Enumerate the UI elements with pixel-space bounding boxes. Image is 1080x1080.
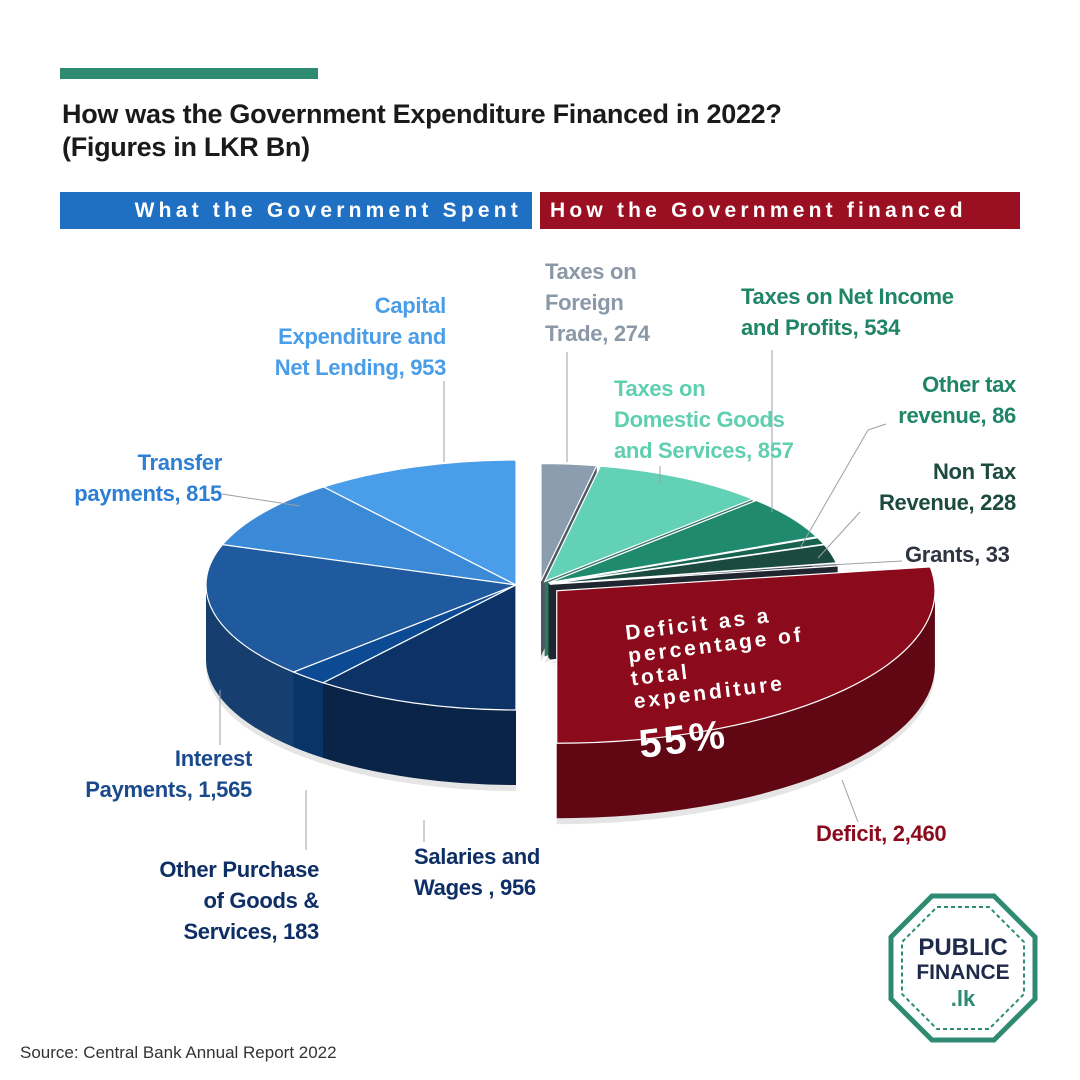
publicfinance-logo: PUBLIC FINANCE .lk (888, 893, 1038, 1043)
slice-interest-payments (205, 544, 519, 673)
side-other-purchase-of-goods-services (293, 672, 324, 758)
leader-non-tax (817, 511, 861, 559)
leader-deficit (841, 779, 859, 823)
page-title: How was the Government Expenditure Finan… (62, 98, 782, 164)
label-foreign-trade: Taxes on Foreign Trade, 274 (545, 259, 650, 346)
slice-transfer-payments (221, 486, 517, 586)
accent-bar (60, 68, 318, 79)
side-deficit (556, 590, 935, 819)
label-interest-payments: Interest Payments, 1,565 (85, 746, 252, 802)
leader-other-tax (799, 423, 887, 549)
leader-transfer (221, 493, 301, 507)
logo-octagon (888, 893, 1038, 1043)
leader-lines (219, 350, 903, 850)
label-other-purchase: Other Purchase of Goods & Services, 183 (159, 857, 319, 944)
slice-taxes-on-domestic-goods-and-services (543, 465, 755, 583)
label-non-tax: Non Tax Revenue, 228 (878, 459, 1016, 515)
slice-deficit (556, 566, 936, 744)
label-other-tax: Other tax revenue, 86 (898, 372, 1016, 428)
label-net-income: Taxes on Net Income and Profits, 534 (741, 284, 954, 340)
label-deficit: Deficit, 2,460 (816, 821, 947, 846)
slice-taxes-on-net-income-and-profits (548, 499, 818, 584)
label-capital-expenditure: Capital Expenditure and Net Lending, 953 (274, 293, 447, 380)
title-line-1: How was the Government Expenditure Finan… (62, 99, 782, 129)
slice-salaries-and-wages (321, 584, 517, 711)
leader-grants (811, 560, 903, 567)
chart-tops (205, 459, 936, 744)
label-salaries-wages: Salaries and Wages , 956 (414, 844, 541, 900)
side-salaries-and-wages (323, 682, 516, 785)
slice-capital-expenditure-and-net-lending (322, 459, 517, 586)
spent-band: What the Government Spent (60, 192, 532, 229)
label-grants: Grants, 33 (905, 542, 1010, 567)
label-transfer-payments: Transfer payments, 815 (74, 450, 222, 506)
slice-taxes-on-foreign-trade (540, 462, 598, 582)
title-line-2: (Figures in LKR Bn) (62, 132, 310, 162)
label-domestic-goods: Taxes on Domestic Goods and Services, 857 (614, 376, 794, 463)
deficit-callout: Deficit as a percentage of total expenditur… (624, 600, 817, 767)
logo-text-lk: .lk (951, 986, 976, 1011)
financed-band: How the Government financed (540, 192, 1020, 229)
side-interest-payments (206, 585, 294, 748)
logo-text-public: PUBLIC (918, 934, 1007, 961)
logo-text-finance: FINANCE (916, 961, 1009, 984)
source-note: Source: Central Bank Annual Report 2022 (20, 1043, 337, 1062)
logo-inner-border (901, 906, 1025, 1030)
